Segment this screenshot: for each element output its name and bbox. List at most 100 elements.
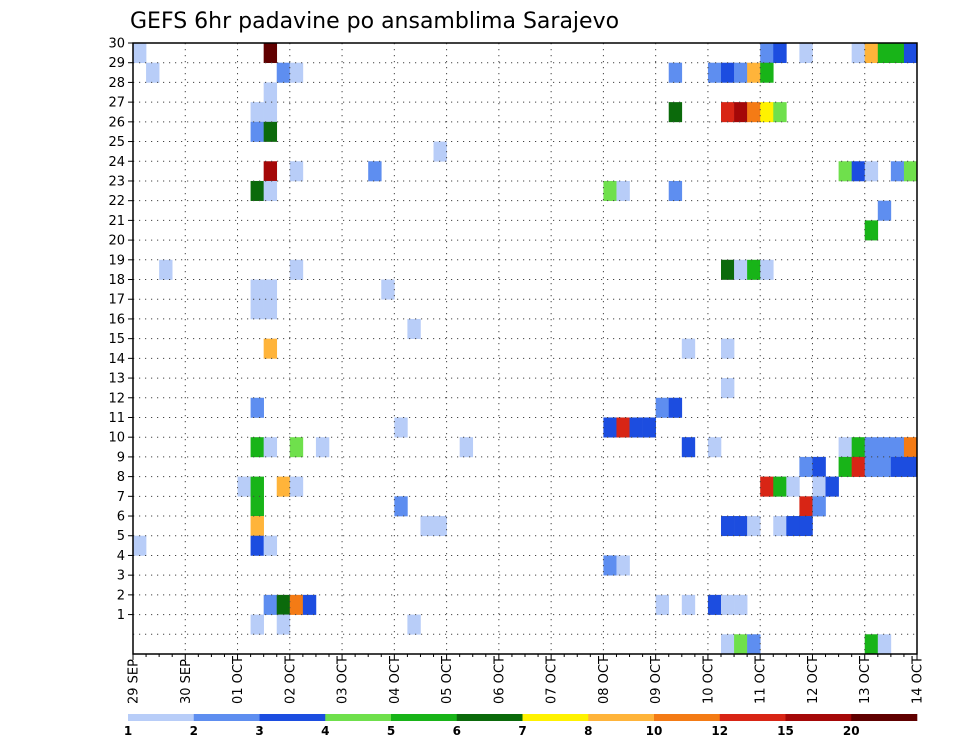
heatmap-cell [747,259,761,280]
heatmap-cell [263,82,278,103]
heatmap-cell [250,437,264,458]
colorbar-label: 20 [843,724,860,738]
heatmap-cell [394,417,408,438]
heatmap-cell [263,299,278,320]
colorbar-label: 4 [321,724,329,738]
heatmap-cell [250,476,264,497]
y-tick-label: 29 [108,56,125,71]
y-tick-label: 20 [108,234,125,249]
colorbar-swatch [456,714,523,721]
heatmap-cell [668,180,683,201]
heatmap-cell [877,200,892,221]
y-tick-label: 10 [108,431,125,446]
heatmap-cell [250,496,264,517]
heatmap-cell [812,456,826,477]
heatmap-cell [263,594,278,615]
heatmap-cell [603,417,617,438]
x-tick-label: 01 OCT [231,656,246,704]
y-tick-label: 24 [108,155,125,170]
colorbar-swatch [391,714,458,721]
heatmap-cell [890,456,905,477]
heatmap-cell [407,318,421,339]
heatmap-cell [133,43,147,64]
heatmap-cell [315,437,330,458]
y-tick-label: 12 [108,391,125,406]
colorbar-swatch [851,714,918,721]
heatmap-cell [681,437,696,458]
y-tick-label: 18 [108,273,125,288]
heatmap-cell [668,102,683,123]
heatmap-cell [250,180,264,201]
y-tick-label: 25 [108,135,125,150]
heatmap-cell [799,496,813,517]
colorbar-label: 2 [190,724,198,738]
heatmap-cell [263,437,278,458]
heatmap-cell [263,121,278,142]
heatmap-cell [655,594,670,615]
x-tick-label: 12 OCT [806,656,821,704]
heatmap-cell [877,43,892,64]
heatmap-cell [734,634,748,655]
heatmap-cell [838,456,852,477]
heatmap-cell [721,338,735,359]
x-tick-label: 08 OCT [597,656,612,704]
heatmap-cell [433,516,447,537]
heatmap-cell [250,614,264,635]
heatmap-cell [773,43,787,64]
heatmap-cell [263,535,278,556]
colorbar-label: 12 [711,724,728,738]
heatmap-cell [734,62,748,83]
heatmap-cell [721,62,735,83]
heatmap-cell [276,614,291,635]
heatmap-cell [734,516,748,537]
heatmap-cell [146,62,160,83]
x-tick-label: 11 OCT [754,656,769,704]
heatmap-cell [250,397,264,418]
heatmap-cell [289,161,304,182]
heatmap-cell [721,516,735,537]
heatmap-cell [773,102,787,123]
heatmap-cell [838,161,852,182]
x-tick-label: 06 OCT [492,656,507,704]
heatmap-cell [864,161,879,182]
heatmap-cell [734,259,748,280]
heatmap-cell [760,476,774,497]
heatmap-cell [263,338,278,359]
heatmap-cell [747,62,761,83]
heatmap-cell [707,437,722,458]
heatmap-cell [851,43,866,64]
x-axis: 29 SEP 30 SEP 01 OCT 02 OCT 03 OCT 04 OCT 05 O… [127,654,926,704]
colorbar-swatch [719,714,786,721]
y-tick-label: 14 [108,352,125,367]
y-tick-label: 28 [108,76,125,91]
x-tick-label: 07 OCT [545,656,560,704]
x-tick-label: 10 OCT [701,656,716,704]
heatmap-cell [877,634,892,655]
heatmap-cell [864,437,879,458]
heatmap-cell [263,102,278,123]
heatmap-cell [825,476,839,497]
x-tick-label: 30 SEP [179,659,194,704]
heatmap-cell [760,62,774,83]
heatmap-cell [864,220,879,241]
heatmap-cell [760,43,774,64]
heatmap-cell [773,476,787,497]
heatmap-cell [433,141,447,162]
y-axis: 3029282726252423222120191817161514131211… [108,37,133,623]
heatmap-cell [721,594,735,615]
colorbar-label: 7 [518,724,526,738]
heatmap-cell [289,594,304,615]
heatmap-cell [250,102,264,123]
colorbar-swatch [325,714,392,721]
y-tick-label: 23 [108,174,125,189]
heatmap-cell [903,456,918,477]
heatmap-cell [668,62,683,83]
colorbar-swatch [193,714,260,721]
heatmap-cell [903,437,918,458]
heatmap-cell [394,496,408,517]
y-tick-label: 27 [108,96,125,111]
colorbar-label: 3 [255,724,263,738]
heatmap-cell [133,535,147,556]
y-tick-label: 1 [117,608,125,623]
